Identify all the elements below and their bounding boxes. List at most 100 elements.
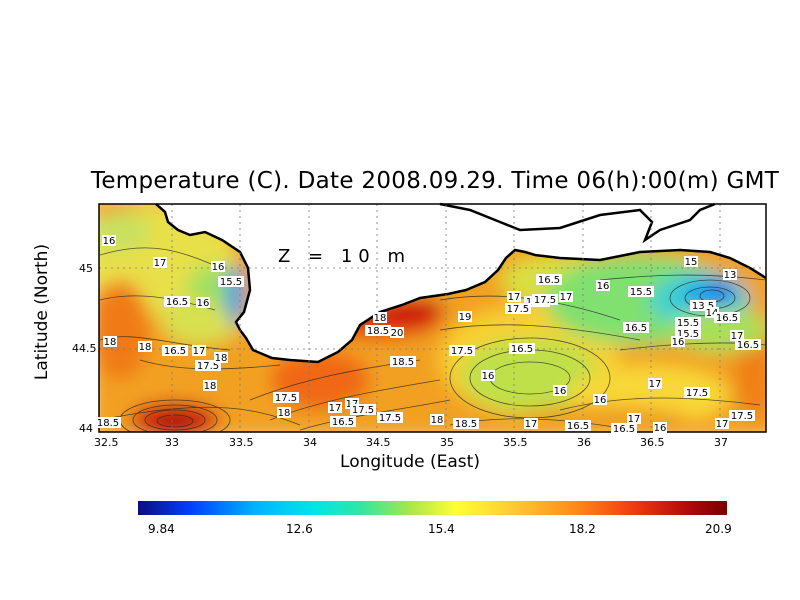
- contour-label-bg: [350, 404, 376, 415]
- contour-label: 14: [706, 308, 719, 319]
- contour-label-bg: [377, 412, 403, 423]
- contour-label: 16: [554, 386, 567, 397]
- x-tick-label: 36.5: [640, 436, 665, 449]
- contour-label-bg: [138, 341, 152, 352]
- y-tick-label: 44.5: [72, 342, 97, 355]
- contour-label: 16.5: [716, 313, 738, 324]
- contour-label-bg: [95, 417, 121, 428]
- contour-label: 16.5: [737, 340, 759, 351]
- contour-label-bg: [430, 414, 444, 425]
- contour-label-bg: [373, 312, 387, 323]
- contour-label: 18.5: [367, 326, 389, 337]
- contour-label-bg: [102, 235, 116, 246]
- x-axis-label: Longitude (East): [340, 452, 480, 472]
- contour-label: 16.5: [511, 344, 533, 355]
- contour-label: 17: [154, 258, 167, 269]
- x-tick-label: 34.5: [366, 436, 391, 449]
- colorbar-tick-label: 15.4: [428, 522, 455, 536]
- x-tick-label: 35: [440, 436, 454, 449]
- contour-label-bg: [164, 296, 190, 307]
- contour-label-bg: [735, 339, 761, 350]
- colorbar-tick-label: 20.9: [705, 522, 732, 536]
- contour-label: 17: [525, 419, 538, 430]
- contour-label-bg: [345, 398, 359, 409]
- contour-label: 17.5: [379, 413, 401, 424]
- contour-label: 17: [628, 414, 641, 425]
- contour-label: 16: [594, 395, 607, 406]
- x-tick-label: 32.5: [94, 436, 119, 449]
- contour-label-bg: [705, 307, 719, 318]
- contour-label-bg: [481, 370, 495, 381]
- contour-label: 18: [204, 381, 217, 392]
- contour-label: 18: [215, 353, 228, 364]
- contour-label: 17: [716, 419, 729, 430]
- colorbar-tick-label: 18.2: [569, 522, 596, 536]
- contour-label-bg: [211, 261, 225, 272]
- colorbar-tick-label: 9.84: [148, 522, 175, 536]
- contour-label: 18: [431, 415, 444, 426]
- contour-label: 17.5: [451, 346, 473, 357]
- contour-label: 17: [508, 292, 521, 303]
- contour-label: 16: [672, 337, 685, 348]
- contour-label-bg: [553, 385, 567, 396]
- contour-label: 16: [212, 262, 225, 273]
- contour-label-bg: [684, 387, 710, 398]
- contour-label: 18: [374, 313, 387, 324]
- contour-label: 15.5: [220, 277, 242, 288]
- contour-label-bg: [565, 420, 591, 431]
- contour-label: 17: [731, 331, 744, 342]
- contour-label: 16: [197, 298, 210, 309]
- contour-label: 20: [391, 328, 404, 339]
- contour-label-bg: [509, 343, 535, 354]
- contour-label-bg: [390, 327, 404, 338]
- contour-label-bg: [593, 394, 607, 405]
- contour-label: 15.5: [677, 329, 699, 340]
- contour-label: 16.5: [567, 421, 589, 432]
- colorbar: [138, 501, 727, 515]
- contour-label: 18.5: [97, 418, 119, 429]
- contour-label-bg: [273, 392, 299, 403]
- contour-label-bg: [506, 303, 520, 314]
- contour-label-bg: [714, 312, 740, 323]
- contour-label-bg: [162, 345, 188, 356]
- contour-label: 17.5: [534, 295, 556, 306]
- contour-label-bg: [623, 322, 649, 333]
- colorbar-tick-label: 12.6: [286, 522, 313, 536]
- contour-label-bg: [671, 336, 685, 347]
- contour-label: 17: [193, 346, 206, 357]
- contour-label-bg: [653, 422, 667, 433]
- contour-label-bg: [196, 297, 210, 308]
- contour-label: 18: [278, 408, 291, 419]
- depth-annotation: Z = 10 m: [278, 246, 412, 267]
- contour-label-bg: [507, 291, 521, 302]
- contour-label: 17: [649, 379, 662, 390]
- plot-frame: [98, 203, 767, 433]
- land-areas: [99, 204, 766, 362]
- contour-label-bg: [277, 407, 291, 418]
- contour-label-bg: [723, 269, 737, 280]
- contour-label-bg: [449, 345, 475, 356]
- x-tick-label: 33: [165, 436, 179, 449]
- contour-label-bg: [390, 356, 416, 367]
- contour-label-bg: [648, 378, 662, 389]
- contour-label: 16.5: [613, 424, 635, 435]
- contour-label-bg: [690, 300, 716, 311]
- contour-label: 18: [139, 342, 152, 353]
- contour-label-bg: [524, 418, 538, 429]
- contour-label-bg: [675, 317, 701, 328]
- contour-label-bg: [730, 330, 744, 341]
- contour-label: 18.5: [392, 357, 414, 368]
- contour-label: 17: [507, 304, 520, 315]
- contour-label: 13.5: [692, 301, 714, 312]
- y-tick-label: 44: [79, 422, 93, 435]
- contour-label-bg: [365, 325, 391, 336]
- y-axis-label: Latitude (North): [32, 243, 52, 381]
- contour-label-bg: [453, 418, 479, 429]
- contour-label-bg: [328, 402, 342, 413]
- contour-label: 15: [685, 257, 698, 268]
- contour-label-bg: [218, 276, 244, 287]
- contour-label-bg: [611, 423, 637, 434]
- contour-label: 18.5: [455, 419, 477, 430]
